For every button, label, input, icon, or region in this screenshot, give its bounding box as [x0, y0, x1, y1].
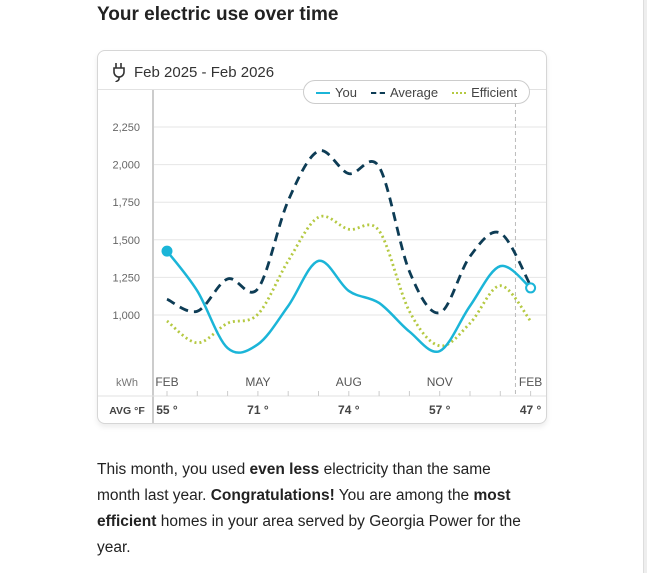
y-tick-label: 2,000 [112, 160, 140, 172]
text: electricity than the same month last yea… [97, 461, 491, 504]
text: You are among the [334, 487, 474, 504]
you-end-point [525, 282, 537, 294]
page-heading: Your electric use over time [97, 4, 339, 25]
y-tick-label: 1,750 [112, 197, 140, 209]
temp-value: 55 ° [156, 403, 178, 417]
legend-efficient[interactable]: Efficient [452, 85, 517, 100]
summary-text: This month, you used even less electrici… [97, 457, 537, 561]
chart-legend: You Average Efficient [303, 80, 531, 104]
usage-line-chart: 1,000 1,250 1,500 1,750 2,000 2,250 kWh FEB MAY A… [98, 90, 546, 423]
text-bold: Congratulations! [210, 487, 335, 504]
series-line-average [166, 149, 532, 315]
legend-you[interactable]: You [316, 85, 357, 100]
y-tick-label: 2,250 [112, 122, 140, 134]
legend-label: You [335, 84, 357, 100]
temp-value: 57 ° [429, 403, 451, 417]
series-line-you [166, 250, 532, 354]
x-tick-label: FEB [155, 375, 178, 389]
x-tick-label: FEB [519, 375, 542, 389]
plug-icon [113, 63, 125, 82]
y-tick-label: 1,250 [112, 272, 140, 284]
y-axis-unit: kWh [116, 377, 138, 389]
temp-value: 47 ° [520, 403, 542, 417]
legend-average[interactable]: Average [370, 84, 439, 100]
x-tick-label: AUG [336, 375, 362, 389]
chart-header: Feb 2025 - Feb 2026 [112, 62, 274, 82]
y-tick-label: 1,000 [112, 310, 140, 322]
text-bold: most efficient [97, 487, 511, 530]
legend-label: Average [389, 84, 439, 100]
temp-value: 74 ° [338, 403, 360, 417]
date-range: Feb 2025 - Feb 2026 [134, 63, 275, 81]
you-start-point [161, 245, 173, 257]
scrollbar[interactable] [643, 0, 647, 573]
usage-chart-card: Feb 2025 - Feb 2026 1,000 1,250 1,500 1,750… [97, 50, 547, 424]
y-tick-label: 1,500 [112, 235, 140, 247]
temp-value: 71 ° [247, 403, 269, 417]
text: This month, you used [97, 461, 250, 478]
text: homes in your area served by Georgia Pow… [97, 513, 521, 556]
x-tick-label: MAY [245, 375, 270, 389]
x-tick-label: NOV [427, 375, 453, 389]
text-bold: even less [249, 461, 320, 478]
series-line-efficient [166, 214, 532, 348]
temp-row-label: AVG °F [109, 405, 145, 417]
legend-label: Efficient [471, 84, 518, 100]
